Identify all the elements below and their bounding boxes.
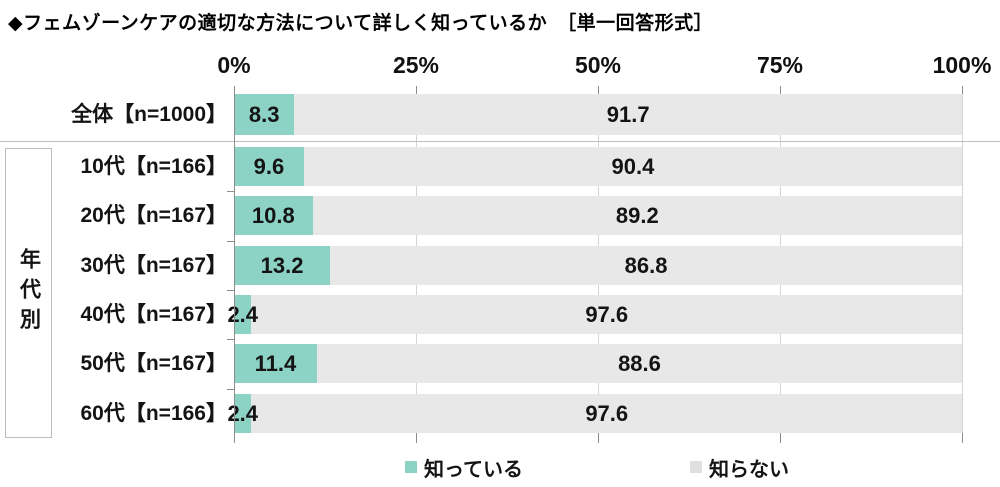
- bar-unknown: [251, 394, 962, 433]
- section-separator: [0, 141, 1000, 142]
- bar-unknown: [316, 344, 962, 383]
- axis-tick-bottom: [780, 433, 781, 443]
- bar-row: 8.3 91.7: [234, 94, 962, 135]
- axis-tick-bottom: [234, 433, 235, 443]
- legend-swatch: [690, 461, 702, 473]
- axis-tick-top: [598, 86, 599, 94]
- bar-known: [234, 394, 252, 433]
- value-label-unknown: 89.2: [615, 203, 659, 228]
- category-label: 全体【n=1000】: [71, 103, 227, 126]
- x-axis-tick-label: 50%: [574, 52, 622, 78]
- bar-row: 13.2 86.8: [234, 246, 962, 285]
- value-label-known: 2.4: [227, 302, 259, 327]
- row-gap-tick: [227, 191, 234, 192]
- x-axis-tick-label: 25%: [392, 52, 440, 78]
- value-label-known: 9.6: [253, 154, 285, 179]
- axis-tick-top: [416, 86, 417, 94]
- bar-unknown: [251, 295, 962, 334]
- value-label-unknown: 97.6: [585, 302, 629, 327]
- category-label: 10代【n=166】: [80, 155, 228, 178]
- bar-row: 9.6 90.4: [234, 147, 962, 186]
- y-axis-line: [234, 86, 235, 443]
- row-gap-tick: [227, 388, 234, 390]
- value-label-unknown: 86.8: [624, 253, 668, 278]
- row-gap-tick: [227, 339, 234, 340]
- value-label-unknown: 91.7: [606, 102, 650, 127]
- row-gap-tick: [227, 240, 234, 242]
- bar-unknown: [312, 196, 962, 235]
- chart-title: ◆フェムゾーンケアの適切な方法について詳しく知っているか ［単一回答形式］: [8, 13, 714, 34]
- axis-tick-bottom: [416, 433, 417, 443]
- x-axis-tick-label: 75%: [756, 52, 804, 78]
- bar-unknown: [294, 94, 962, 135]
- gridline: [962, 86, 963, 443]
- category-label: 40代【n=167】: [80, 303, 228, 326]
- axis-tick-top: [234, 86, 235, 94]
- bar-row: 2.4 97.6: [227, 394, 962, 433]
- bar-row: 11.4 88.6: [234, 344, 962, 383]
- row-gap-tick: [227, 290, 234, 291]
- axis-tick-top: [962, 86, 963, 94]
- value-label-unknown: 88.6: [618, 351, 661, 376]
- axis-tick-bottom: [598, 433, 599, 443]
- axis-tick-top: [780, 86, 781, 94]
- bar-row: 10.8 89.2: [234, 196, 962, 235]
- legend-item: 知らない: [690, 452, 789, 482]
- bar-known: [234, 344, 317, 383]
- legend: 知っている 知らない: [0, 452, 1000, 482]
- bar-known: [234, 147, 304, 186]
- category-label: 50代【n=167】: [80, 352, 228, 375]
- x-axis-tick-label: 0%: [217, 52, 251, 78]
- bar-unknown: [330, 246, 962, 285]
- x-axis-tick-label: 100%: [932, 52, 992, 78]
- axis-tick-bottom: [962, 433, 963, 443]
- bar-known: [234, 94, 295, 135]
- category-label: 30代【n=167】: [80, 254, 228, 277]
- value-label-known: 10.8: [251, 203, 295, 228]
- value-label-unknown: 97.6: [585, 401, 629, 426]
- bar-known: [234, 295, 252, 334]
- legend-label: 知っている: [424, 458, 523, 481]
- legend-swatch: [405, 461, 417, 473]
- bar-known: [234, 196, 313, 235]
- legend-item: 知っている: [405, 452, 523, 482]
- value-label-known: 8.3: [248, 102, 280, 127]
- value-label-known: 11.4: [254, 351, 297, 376]
- age-group-bracket: 年代別: [5, 148, 52, 438]
- value-label-known: 2.4: [227, 401, 259, 426]
- category-label: 60代【n=166】: [80, 402, 228, 425]
- legend-label: 知らない: [709, 458, 789, 481]
- bar-known: [234, 246, 331, 285]
- value-label-known: 13.2: [260, 253, 304, 278]
- bar-unknown: [303, 147, 962, 186]
- age-group-label: 年代別: [17, 248, 41, 338]
- category-label: 20代【n=167】: [80, 204, 228, 227]
- value-label-unknown: 90.4: [611, 154, 655, 179]
- bar-row: 2.4 97.6: [227, 295, 962, 334]
